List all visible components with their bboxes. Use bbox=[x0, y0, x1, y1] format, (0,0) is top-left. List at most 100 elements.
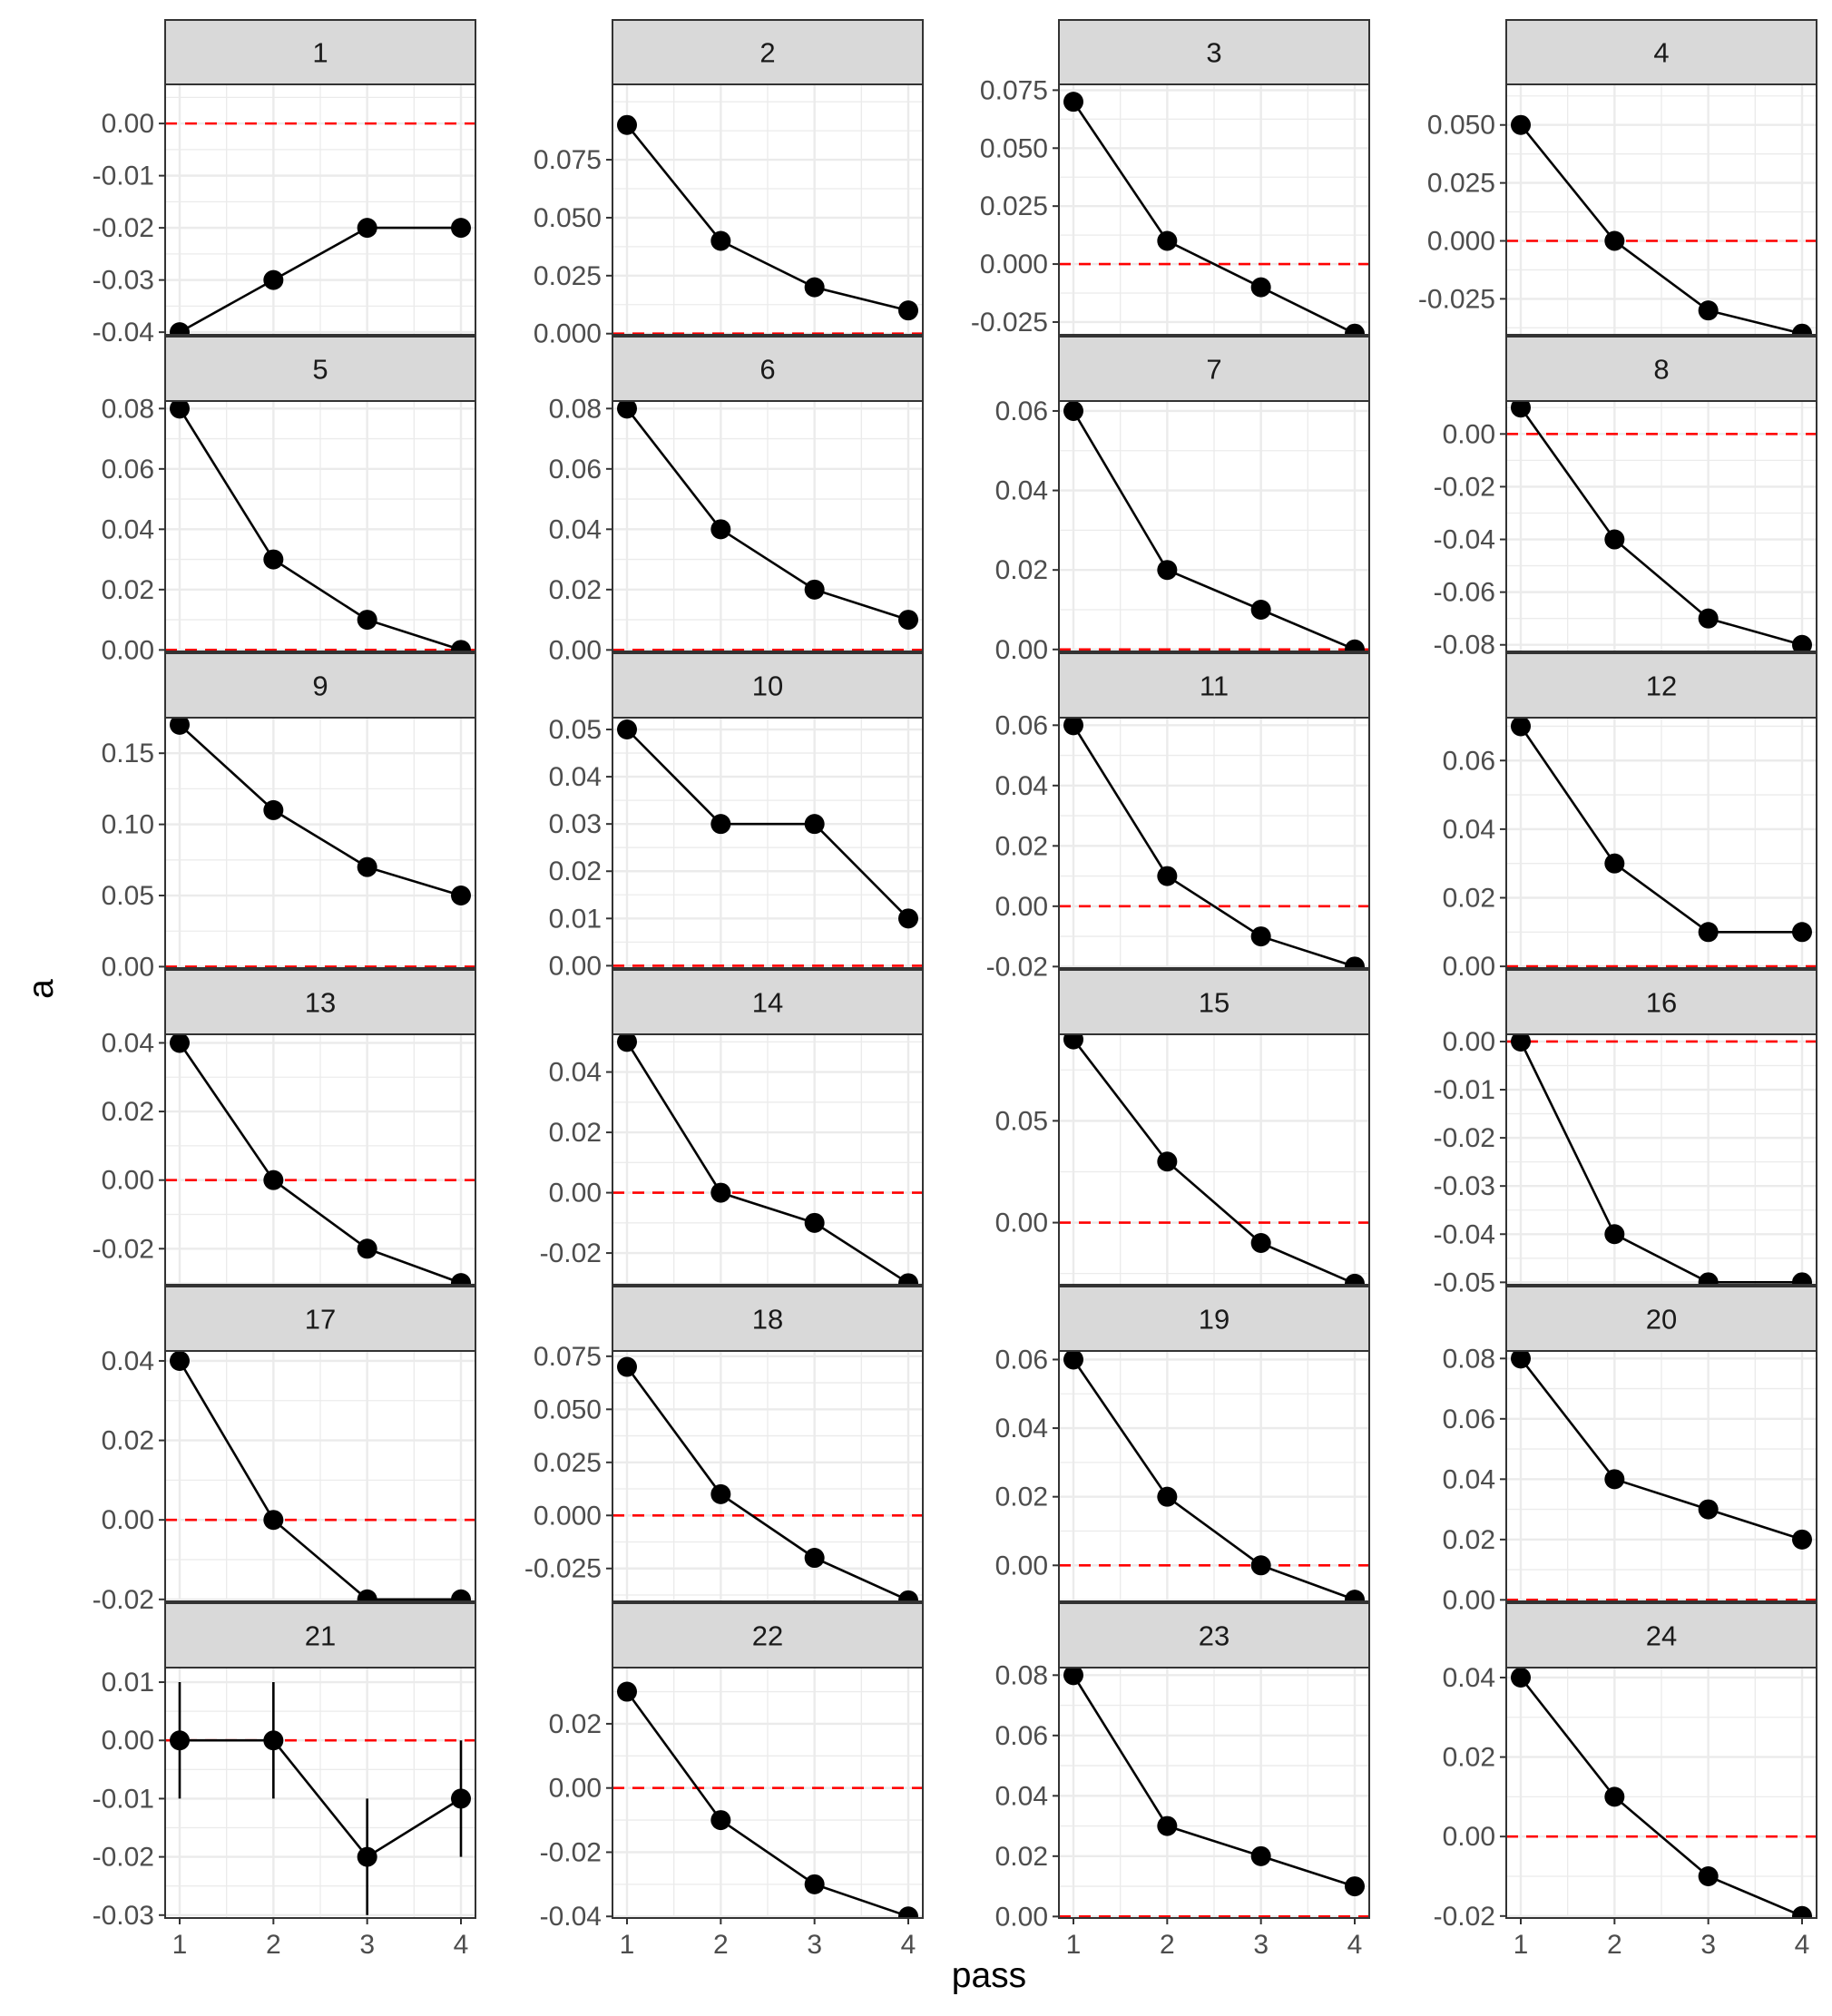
series-line bbox=[1072, 410, 1356, 651]
y-tick-label: 0.04 bbox=[995, 771, 1048, 801]
data-point bbox=[357, 1238, 377, 1259]
x-tick-label: 3 bbox=[1253, 1930, 1269, 1960]
panel-border bbox=[1058, 717, 1370, 969]
facet-panel-21: 21 0.01 0.00 -0.01 -0.02 -0.03 1 2 3 4 bbox=[93, 1602, 476, 1960]
y-tick-label: 0.025 bbox=[534, 261, 602, 291]
facet-panel-6: 6 0.08 0.06 0.04 0.02 0.00 bbox=[549, 336, 924, 665]
y-tick-label: 0.00 bbox=[102, 635, 154, 665]
data-point bbox=[617, 114, 637, 135]
x-tick-label: 4 bbox=[1795, 1930, 1810, 1960]
y-tick-label: -0.02 bbox=[540, 1837, 602, 1867]
strip-background bbox=[164, 19, 476, 85]
data-point bbox=[1063, 401, 1083, 421]
y-tick-label: 0.02 bbox=[995, 1483, 1048, 1512]
data-point bbox=[898, 610, 918, 631]
data-point bbox=[710, 1483, 731, 1504]
y-tick-label: 0.04 bbox=[549, 762, 602, 792]
y-tick-label: 0.06 bbox=[995, 396, 1048, 426]
y-tick-label: 0.01 bbox=[102, 1668, 154, 1698]
data-point bbox=[1511, 1668, 1531, 1688]
data-series bbox=[1511, 718, 1812, 943]
data-point bbox=[170, 401, 190, 419]
data-point bbox=[1698, 1866, 1719, 1886]
facet-panel-17: 17 0.04 0.02 0.00 -0.02 bbox=[93, 1286, 476, 1615]
x-tick-label: 2 bbox=[266, 1930, 281, 1960]
y-tick-label: 0.06 bbox=[102, 455, 154, 484]
data-point bbox=[1511, 1351, 1531, 1369]
grid-lines bbox=[1506, 401, 1817, 651]
y-tick-label: 0.02 bbox=[549, 1709, 602, 1739]
series-line bbox=[179, 226, 461, 334]
panel-border bbox=[1058, 83, 1370, 336]
facet-panel-16: 16 0.00 -0.01 -0.02 -0.03 -0.04 -0.05 bbox=[1434, 969, 1817, 1297]
data-point bbox=[804, 277, 825, 298]
y-tick-label: 0.00 bbox=[102, 952, 154, 982]
x-axis-title: pass bbox=[952, 1956, 1026, 1995]
series-line bbox=[1519, 1041, 1802, 1284]
y-tick-label: 0.02 bbox=[995, 555, 1048, 585]
strip-background bbox=[1505, 1286, 1817, 1352]
strip-label: 12 bbox=[1646, 670, 1677, 702]
data-point bbox=[804, 1548, 825, 1569]
strip-label: 9 bbox=[312, 670, 328, 702]
y-tick-label: 0.02 bbox=[1443, 1525, 1495, 1555]
data-point bbox=[1063, 1351, 1083, 1370]
data-point bbox=[357, 218, 377, 239]
data-point bbox=[451, 1273, 471, 1285]
grid-lines bbox=[165, 718, 475, 968]
data-point bbox=[1604, 853, 1625, 874]
data-series bbox=[1511, 1351, 1812, 1550]
data-point bbox=[1604, 1469, 1625, 1490]
data-point bbox=[804, 579, 825, 600]
data-point bbox=[451, 1589, 471, 1601]
series-line bbox=[1519, 1677, 1803, 1917]
panel-border bbox=[1505, 1667, 1817, 1919]
strip-label: 22 bbox=[752, 1620, 783, 1652]
data-series bbox=[170, 718, 471, 906]
data-point bbox=[451, 1788, 471, 1809]
data-point bbox=[1511, 401, 1531, 418]
data-point bbox=[898, 300, 918, 321]
data-point bbox=[1157, 866, 1178, 886]
grid-lines bbox=[1506, 1668, 1817, 1918]
facet-panel-24: 24 0.04 0.02 0.00 -0.02 1 2 3 4 bbox=[1434, 1602, 1817, 1960]
data-point bbox=[1345, 639, 1365, 651]
data-series bbox=[1063, 1668, 1365, 1897]
y-tick-label: -0.025 bbox=[524, 1554, 602, 1584]
y-tick-label: 0.02 bbox=[102, 1097, 154, 1127]
data-point bbox=[617, 401, 637, 419]
x-tick-label: 4 bbox=[454, 1930, 469, 1960]
y-tick-label: 0.00 bbox=[549, 1774, 602, 1804]
y-tick-label: 0.04 bbox=[549, 514, 602, 544]
x-tick-label: 2 bbox=[1607, 1930, 1622, 1960]
grid-lines bbox=[612, 1034, 923, 1285]
strip-background bbox=[612, 1602, 924, 1669]
y-tick-label: 0.08 bbox=[102, 394, 154, 424]
panel-border bbox=[1058, 1667, 1370, 1919]
grid-lines bbox=[612, 401, 923, 651]
data-point bbox=[357, 610, 377, 631]
y-tick-label: 0.02 bbox=[1443, 1743, 1495, 1773]
y-tick-label: 0.04 bbox=[995, 1781, 1048, 1811]
y-tick-label: 0.04 bbox=[1443, 1464, 1495, 1494]
y-tick-label: -0.04 bbox=[93, 318, 154, 347]
data-series bbox=[1511, 1668, 1812, 1918]
data-series bbox=[1511, 401, 1812, 651]
facet-panel-1: 1 0.00 -0.01 -0.02 -0.03 -0.04 bbox=[93, 19, 476, 347]
strip-background bbox=[1058, 19, 1370, 85]
y-tick-label: 0.02 bbox=[1443, 883, 1495, 913]
data-point bbox=[263, 799, 284, 820]
panel-border bbox=[612, 717, 924, 969]
strip-background bbox=[1058, 652, 1370, 719]
data-point bbox=[263, 269, 284, 290]
y-tick-label: -0.02 bbox=[93, 1234, 154, 1264]
y-tick-label: -0.04 bbox=[540, 1902, 602, 1932]
y-tick-label: 0.04 bbox=[995, 1414, 1048, 1443]
y-tick-label: 0.15 bbox=[102, 739, 154, 768]
facet-panel-10: 10 0.05 0.04 0.03 0.02 0.01 0.00 bbox=[549, 652, 924, 981]
data-series bbox=[617, 114, 918, 321]
y-tick-label: 0.00 bbox=[995, 892, 1048, 922]
data-point bbox=[804, 1212, 825, 1233]
strip-label: 6 bbox=[759, 354, 775, 386]
data-point bbox=[1792, 634, 1812, 651]
